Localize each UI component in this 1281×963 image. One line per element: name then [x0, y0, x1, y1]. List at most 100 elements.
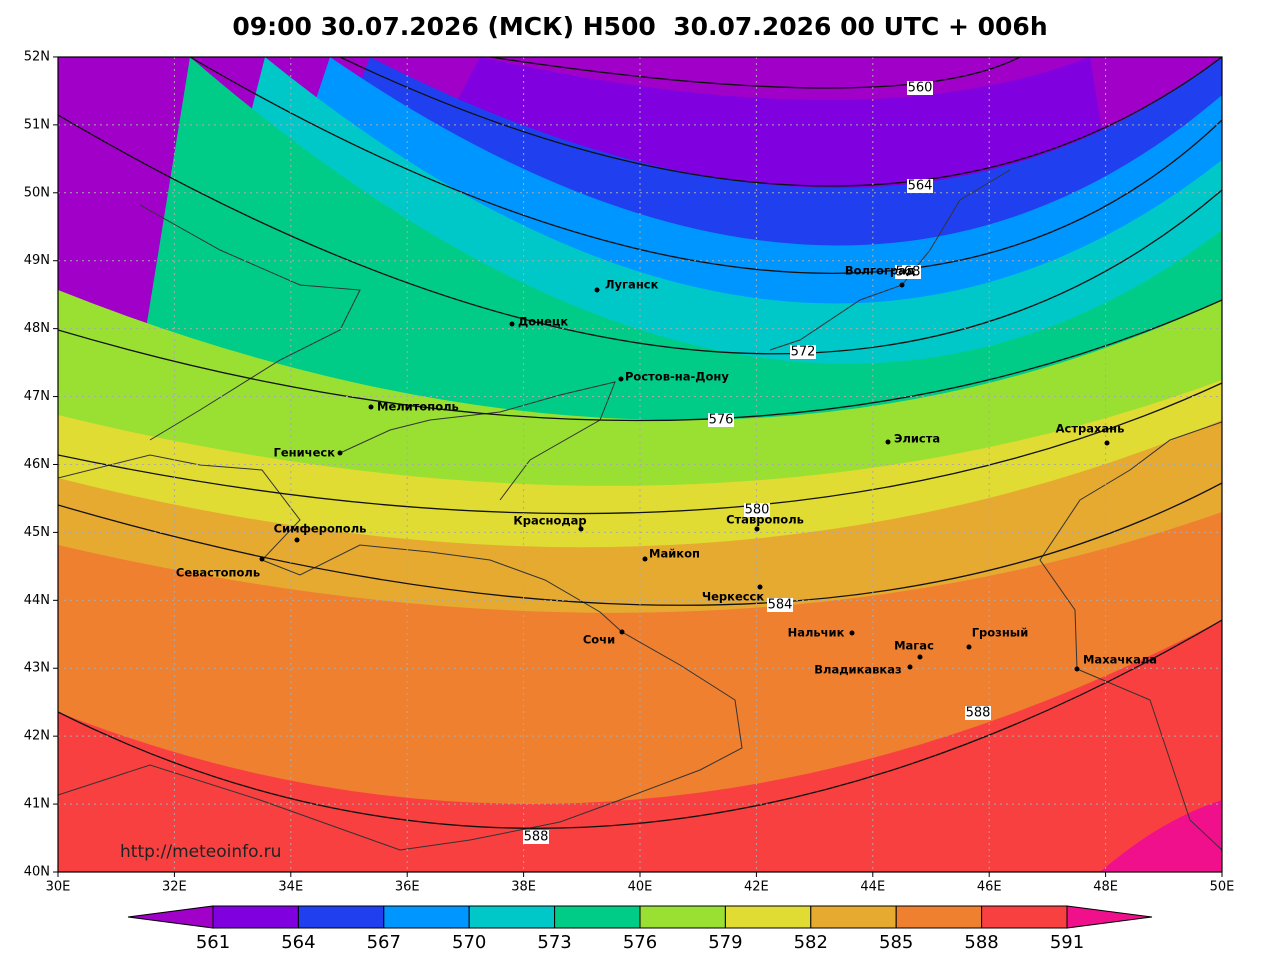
colorbar-label: 570	[452, 932, 486, 953]
contour-label-box	[965, 706, 991, 720]
contour-label: 568	[896, 265, 921, 280]
city-dot	[594, 287, 600, 293]
contour-label: 588	[524, 830, 549, 845]
y-axis-label: 46N	[24, 457, 50, 472]
y-axis-label: 41N	[24, 797, 50, 812]
y-axis-label: 47N	[24, 389, 50, 404]
colorbar-label: 564	[281, 932, 315, 953]
grid	[58, 57, 1222, 872]
colorbar-label: 567	[367, 932, 401, 953]
city-label: Волгоград	[845, 264, 915, 278]
city-label: Черкесск	[702, 590, 765, 604]
city-dot	[849, 630, 855, 636]
colorbar-end	[1066, 905, 1153, 929]
y-axis-label: 51N	[24, 117, 50, 132]
y-axis-label: 45N	[24, 525, 50, 540]
contour-line	[489, 57, 1021, 89]
colorbar-label: 585	[879, 932, 913, 953]
y-axis-label: 43N	[24, 661, 50, 676]
x-axis-label: 40E	[628, 880, 653, 895]
title: 09:00 30.07.2026 (МСК) H500 30.07.2026 0…	[232, 12, 1047, 41]
caspian-coast	[1039, 421, 1222, 851]
contour-label-box	[523, 830, 549, 844]
y-axis-label: 40N	[24, 865, 50, 880]
city-label: Астрахань	[1056, 422, 1125, 436]
city-dot	[885, 439, 891, 445]
colorbar-label: 561	[196, 932, 230, 953]
y-axis-label: 49N	[24, 253, 50, 268]
band	[1100, 800, 1222, 872]
contour-label-box	[895, 265, 921, 279]
city-label: Ростов-на-Дону	[625, 370, 729, 384]
colorbar-label: 579	[708, 932, 742, 953]
y-axis-label: 52N	[24, 49, 50, 64]
city-dot	[899, 282, 905, 288]
x-axis-label: 48E	[1093, 880, 1118, 895]
x-axis-label: 50E	[1210, 880, 1235, 895]
city-dot	[618, 376, 624, 382]
contour-line	[189, 57, 1222, 275]
city-dot	[259, 556, 265, 562]
city-dot	[368, 404, 374, 410]
x-axis-label: 30E	[46, 880, 71, 895]
contour-label-box	[744, 503, 770, 517]
city-dot	[917, 654, 923, 660]
contour-label: 576	[709, 413, 734, 428]
contour-label: 588	[966, 706, 991, 721]
city-label: Геническ	[274, 446, 336, 460]
colorbar-label: 576	[623, 932, 657, 953]
contour-line	[58, 382, 1222, 515]
contour-label-box	[790, 345, 816, 359]
contour-label: 564	[908, 179, 933, 194]
colorbar-segment	[810, 905, 897, 929]
city-dot	[1074, 666, 1080, 672]
city-dot	[907, 664, 913, 670]
contour-line	[58, 619, 1222, 829]
contour-label-box	[708, 413, 734, 427]
city-dot	[509, 321, 515, 327]
city-dot	[294, 537, 300, 543]
city-label: Ставрополь	[726, 513, 804, 527]
city-dot	[337, 450, 343, 456]
city-dot	[1104, 440, 1110, 446]
y-axis-label: 48N	[24, 321, 50, 336]
city-label: Мелитополь	[377, 400, 459, 414]
colorbar-segment	[468, 905, 556, 929]
city-label: Владикавказ	[814, 663, 901, 677]
contour-label-box	[907, 81, 933, 95]
x-axis-label: 38E	[511, 880, 536, 895]
colorbar-segment	[383, 905, 470, 929]
city-dot	[754, 526, 760, 532]
dnieper	[139, 204, 361, 441]
band	[58, 620, 1222, 872]
colorbar-label: 591	[1050, 932, 1084, 953]
colorbar-segment	[297, 905, 385, 929]
city-label: Севастополь	[176, 566, 260, 580]
x-axis-label: 34E	[278, 880, 303, 895]
x-axis-label: 32E	[162, 880, 187, 895]
contour-line	[58, 482, 1222, 606]
city-label: Луганск	[605, 278, 659, 292]
contour-label: 580	[745, 503, 770, 518]
y-axis-label: 44N	[24, 593, 50, 608]
x-axis-label: 36E	[395, 880, 420, 895]
contour-line	[58, 114, 1222, 355]
city-label: Сочи	[583, 633, 615, 647]
azov-coast	[339, 381, 616, 501]
city-label: Донецк	[518, 315, 568, 329]
watermark: http://meteoinfo.ru	[120, 842, 281, 862]
city-label: Краснодар	[513, 514, 586, 528]
colorbar-label: 573	[537, 932, 571, 953]
contour-label-box	[767, 598, 793, 612]
city-label: Махачкала	[1083, 653, 1157, 667]
colorbar-segment	[981, 905, 1068, 929]
colorbar-segment	[724, 905, 812, 929]
colorbar-end	[127, 905, 214, 929]
city-dot	[578, 526, 584, 532]
colorbar-segment	[554, 905, 641, 929]
city-label: Майкоп	[649, 547, 700, 561]
x-axis-label: 42E	[744, 880, 769, 895]
contour-label: 584	[768, 598, 793, 613]
colorbar-segment	[895, 905, 983, 929]
city-label: Грозный	[972, 626, 1029, 640]
